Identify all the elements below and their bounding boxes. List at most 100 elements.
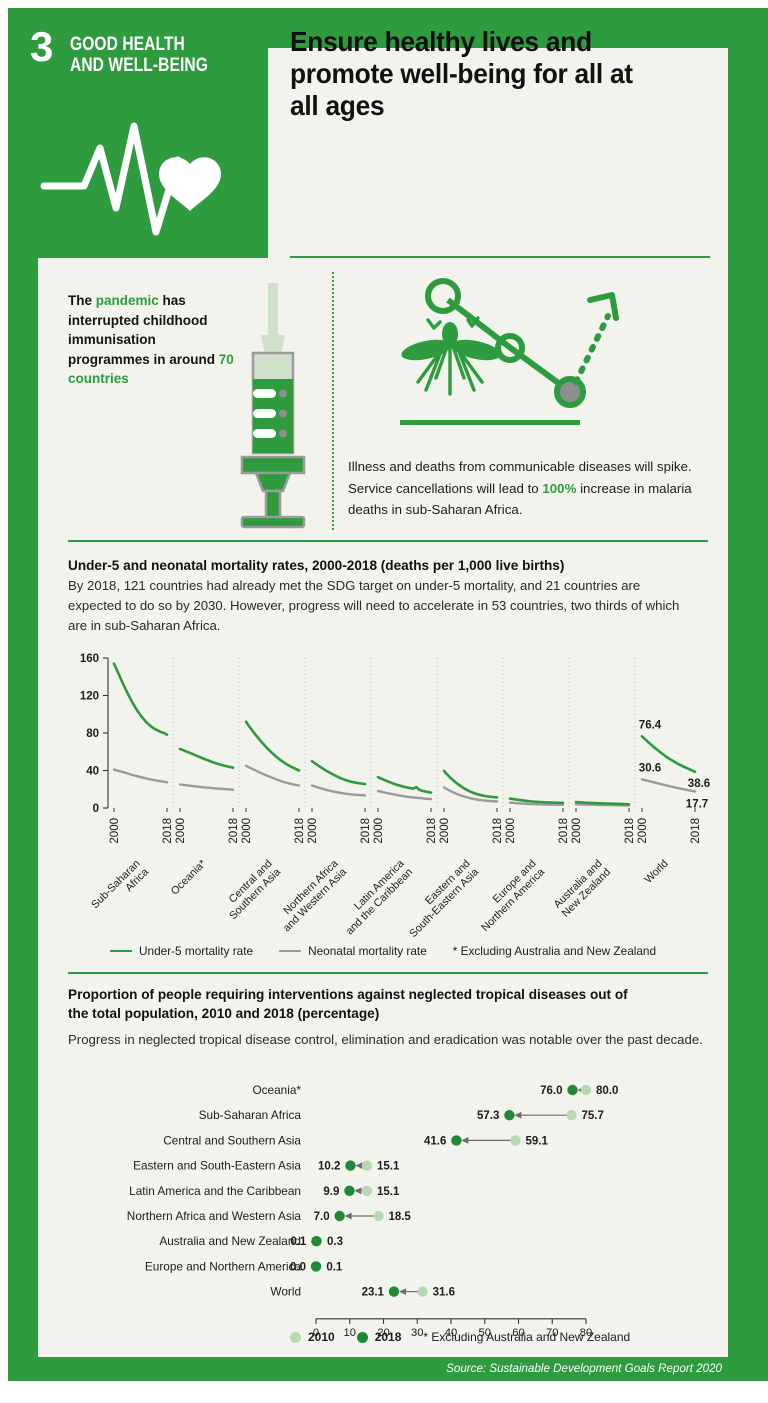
heartbeat-heart-icon xyxy=(40,122,221,236)
section1-top-rule xyxy=(68,540,708,542)
svg-text:2000: 2000 xyxy=(109,818,121,844)
svg-text:41.6: 41.6 xyxy=(424,1135,446,1147)
svg-text:Oceania*: Oceania* xyxy=(169,857,209,897)
svg-text:2018: 2018 xyxy=(624,818,636,844)
svg-text:2018: 2018 xyxy=(294,818,306,844)
svg-text:2000: 2000 xyxy=(307,818,319,844)
section2-footnote: * Excluding Australia and New Zealand xyxy=(423,1330,631,1344)
svg-text:Latin America and the Caribbea: Latin America and the Caribbean xyxy=(129,1184,301,1198)
svg-text:50: 50 xyxy=(479,1327,491,1339)
svg-text:2018: 2018 xyxy=(426,818,438,844)
svg-text:7.0: 7.0 xyxy=(314,1211,330,1223)
under5-mortality-chart: 0 40 80 120 160 2000 2018 Sub-Saharan Africa 2000… xyxy=(56,648,716,948)
neonatal-line-swatch xyxy=(279,949,302,953)
svg-text:0.1: 0.1 xyxy=(290,1236,307,1248)
svg-text:World: World xyxy=(270,1285,301,1299)
svg-text:59.1: 59.1 xyxy=(525,1135,548,1147)
svg-text:2018: 2018 xyxy=(690,818,702,844)
svg-text:160: 160 xyxy=(80,653,99,665)
goal-title: GOOD HEALTH AND WELL-BEING xyxy=(70,34,226,77)
section2-title: Proportion of people requiring intervent… xyxy=(68,987,628,1022)
svg-text:2000: 2000 xyxy=(571,818,583,844)
svg-text:0.3: 0.3 xyxy=(327,1236,343,1248)
legend-label-2018: 2018 xyxy=(374,1330,402,1344)
pandemic-text-1: The xyxy=(68,293,96,308)
svg-text:2018: 2018 xyxy=(558,818,570,844)
goal-title-line1: GOOD HEALTH xyxy=(70,34,185,55)
svg-text:0: 0 xyxy=(313,1327,319,1339)
syringe-icon xyxy=(240,283,306,529)
legend-item-under5: Under-5 mortality rate xyxy=(110,944,253,958)
goal-number: 3 xyxy=(30,23,53,70)
page-headline: Ensure healthy lives and promote well-be… xyxy=(290,26,633,121)
malaria-text-after: increase in malaria deaths in sub-Sahara… xyxy=(348,480,692,518)
pandemic-statement: The pandemic has interrupted childhood i… xyxy=(68,291,238,389)
svg-text:0.0: 0.0 xyxy=(290,1261,306,1273)
svg-text:15.1: 15.1 xyxy=(377,1161,400,1173)
content-canvas xyxy=(38,48,728,1357)
section1-footnote: * Excluding Australia and New Zealand xyxy=(452,944,657,958)
dumbbell-chart-svg: Oceania* 76.0 80.0 Sub-Saharan Africa 57.3 75… xyxy=(127,1083,619,1339)
frame-footer-bar xyxy=(38,1357,728,1381)
svg-text:80: 80 xyxy=(86,728,99,740)
pandemic-highlight-2: 70 countries xyxy=(68,351,234,387)
headline-rule xyxy=(290,256,710,258)
mosquito-trend-icon xyxy=(400,278,619,425)
svg-text:18.5: 18.5 xyxy=(388,1211,411,1223)
source-note: Source: Sustainable Development Goals Re… xyxy=(446,1362,722,1375)
svg-text:15.1: 15.1 xyxy=(377,1186,400,1198)
frame-top-bar xyxy=(268,8,728,48)
malaria-text-before: Illness and deaths from communicable dis… xyxy=(348,459,692,496)
svg-text:2018: 2018 xyxy=(360,818,372,844)
svg-text:10.2: 10.2 xyxy=(318,1161,340,1173)
svg-text:2000: 2000 xyxy=(175,818,187,844)
svg-text:17.7: 17.7 xyxy=(686,798,708,810)
svg-text:9.9: 9.9 xyxy=(323,1186,339,1198)
svg-text:Eastern and South-Eastern Asia: Eastern and South-Eastern Asia xyxy=(133,1159,301,1173)
svg-text:10: 10 xyxy=(344,1327,356,1339)
svg-text:60: 60 xyxy=(512,1327,524,1339)
ntd-interventions-chart: Oceania* 76.0 80.0 Sub-Saharan Africa 57.3 75… xyxy=(56,1078,716,1339)
svg-text:20: 20 xyxy=(377,1327,389,1339)
section1-title: Under-5 and neonatal mortality rates, 20… xyxy=(68,558,565,573)
section1-subtitle: By 2018, 121 countries had already met t… xyxy=(68,578,680,634)
section2-top-rule xyxy=(68,972,708,974)
legend-label-neonatal: Neonatal mortality rate xyxy=(308,944,427,958)
dumbbell-chart-legend: 2010 2018 * Excluding Australia and New … xyxy=(290,1330,710,1344)
svg-text:31.6: 31.6 xyxy=(433,1287,455,1299)
svg-text:57.3: 57.3 xyxy=(477,1110,499,1122)
legend-item-2018: 2018 xyxy=(356,1330,402,1344)
sdg-goal-tile: 3 GOOD HEALTH AND WELL-BEING xyxy=(8,8,268,258)
svg-text:2000: 2000 xyxy=(373,818,385,844)
svg-text:Central and Southern Asia: Central and Southern Asia xyxy=(163,1133,301,1147)
year-2010-swatch xyxy=(290,1331,301,1343)
svg-text:76.4: 76.4 xyxy=(639,719,662,731)
svg-text:2000: 2000 xyxy=(241,818,253,844)
svg-text:30: 30 xyxy=(411,1327,423,1339)
panel-divider-dotted xyxy=(332,272,334,530)
svg-text:40: 40 xyxy=(86,766,99,778)
svg-text:2000: 2000 xyxy=(637,818,649,844)
svg-text:Oceania*: Oceania* xyxy=(252,1083,301,1097)
line-chart-legend: Under-5 mortality rate Neonatal mortalit… xyxy=(110,944,710,958)
svg-text:World: World xyxy=(642,858,670,886)
legend-item-2010: 2010 xyxy=(290,1330,335,1344)
svg-text:80.0: 80.0 xyxy=(596,1085,618,1097)
frame-left-bar xyxy=(8,258,38,1381)
svg-text:2000: 2000 xyxy=(505,818,517,844)
year-2018-swatch xyxy=(356,1331,368,1343)
svg-text:70: 70 xyxy=(546,1327,558,1339)
svg-text:120: 120 xyxy=(80,691,99,703)
svg-text:Sub-Saharan Africa: Sub-Saharan Africa xyxy=(199,1108,302,1122)
svg-text:2018: 2018 xyxy=(228,818,240,844)
svg-text:38.6: 38.6 xyxy=(688,778,710,790)
svg-text:23.1: 23.1 xyxy=(362,1287,385,1299)
svg-text:0: 0 xyxy=(93,803,99,815)
under5-line-swatch xyxy=(110,949,132,953)
goal-title-line2: AND WELL-BEING xyxy=(70,55,208,77)
malaria-highlight: 100% xyxy=(542,480,577,496)
svg-text:40: 40 xyxy=(445,1327,457,1339)
svg-text:Australia and New Zealand: Australia and New Zealand xyxy=(159,1234,301,1248)
